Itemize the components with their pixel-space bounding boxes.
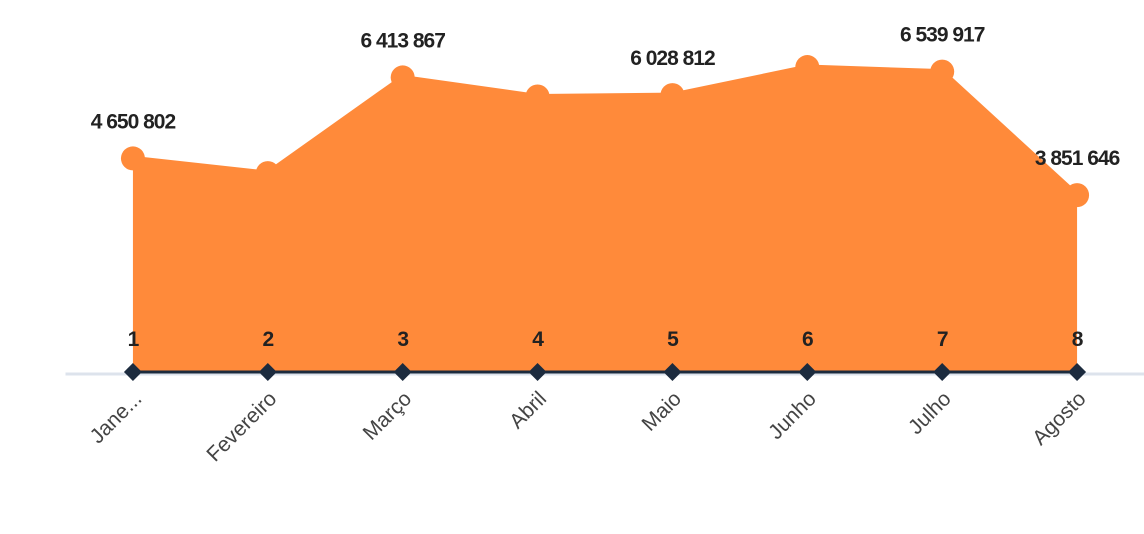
line	[132, 64, 1079, 197]
x-tick-label: Março	[359, 387, 417, 445]
point	[120, 146, 145, 171]
data-label: 8	[1072, 328, 1084, 351]
point	[798, 362, 817, 381]
area	[132, 67, 1078, 372]
point	[663, 362, 682, 381]
data-label: 6 028 812	[630, 47, 715, 70]
point	[528, 362, 547, 381]
data-label: 3 851 646	[1035, 147, 1120, 170]
x-tick-label: Julho	[904, 387, 956, 439]
point	[933, 362, 952, 381]
data-label: 4	[532, 328, 544, 351]
point	[1068, 362, 1087, 381]
point	[525, 84, 550, 109]
point	[390, 65, 415, 90]
x-tick-label: Junho	[764, 387, 821, 444]
point	[393, 362, 412, 381]
x-tick-label: Agosto	[1028, 387, 1091, 450]
point	[1065, 183, 1090, 208]
point	[660, 83, 685, 108]
point	[123, 362, 142, 381]
data-label: 6 539 917	[900, 24, 985, 47]
data-label: 6	[802, 328, 813, 351]
x-tick-label: Abril	[505, 387, 551, 433]
data-label: 4 650 802	[91, 110, 176, 133]
x-tick-label: Jane...	[86, 387, 147, 448]
data-label: 3	[397, 328, 408, 351]
data-label: 1	[128, 328, 140, 351]
x-tick-label: Maio	[638, 387, 686, 435]
point	[930, 59, 955, 84]
data-label: 2	[262, 328, 273, 351]
point	[255, 161, 280, 186]
data-label: 5	[667, 328, 679, 351]
data-label: 6 413 867	[360, 29, 445, 52]
x-tick-label: Fevereiro	[202, 387, 281, 466]
data-label: 7	[937, 328, 948, 351]
point	[795, 55, 820, 80]
point	[258, 362, 277, 381]
